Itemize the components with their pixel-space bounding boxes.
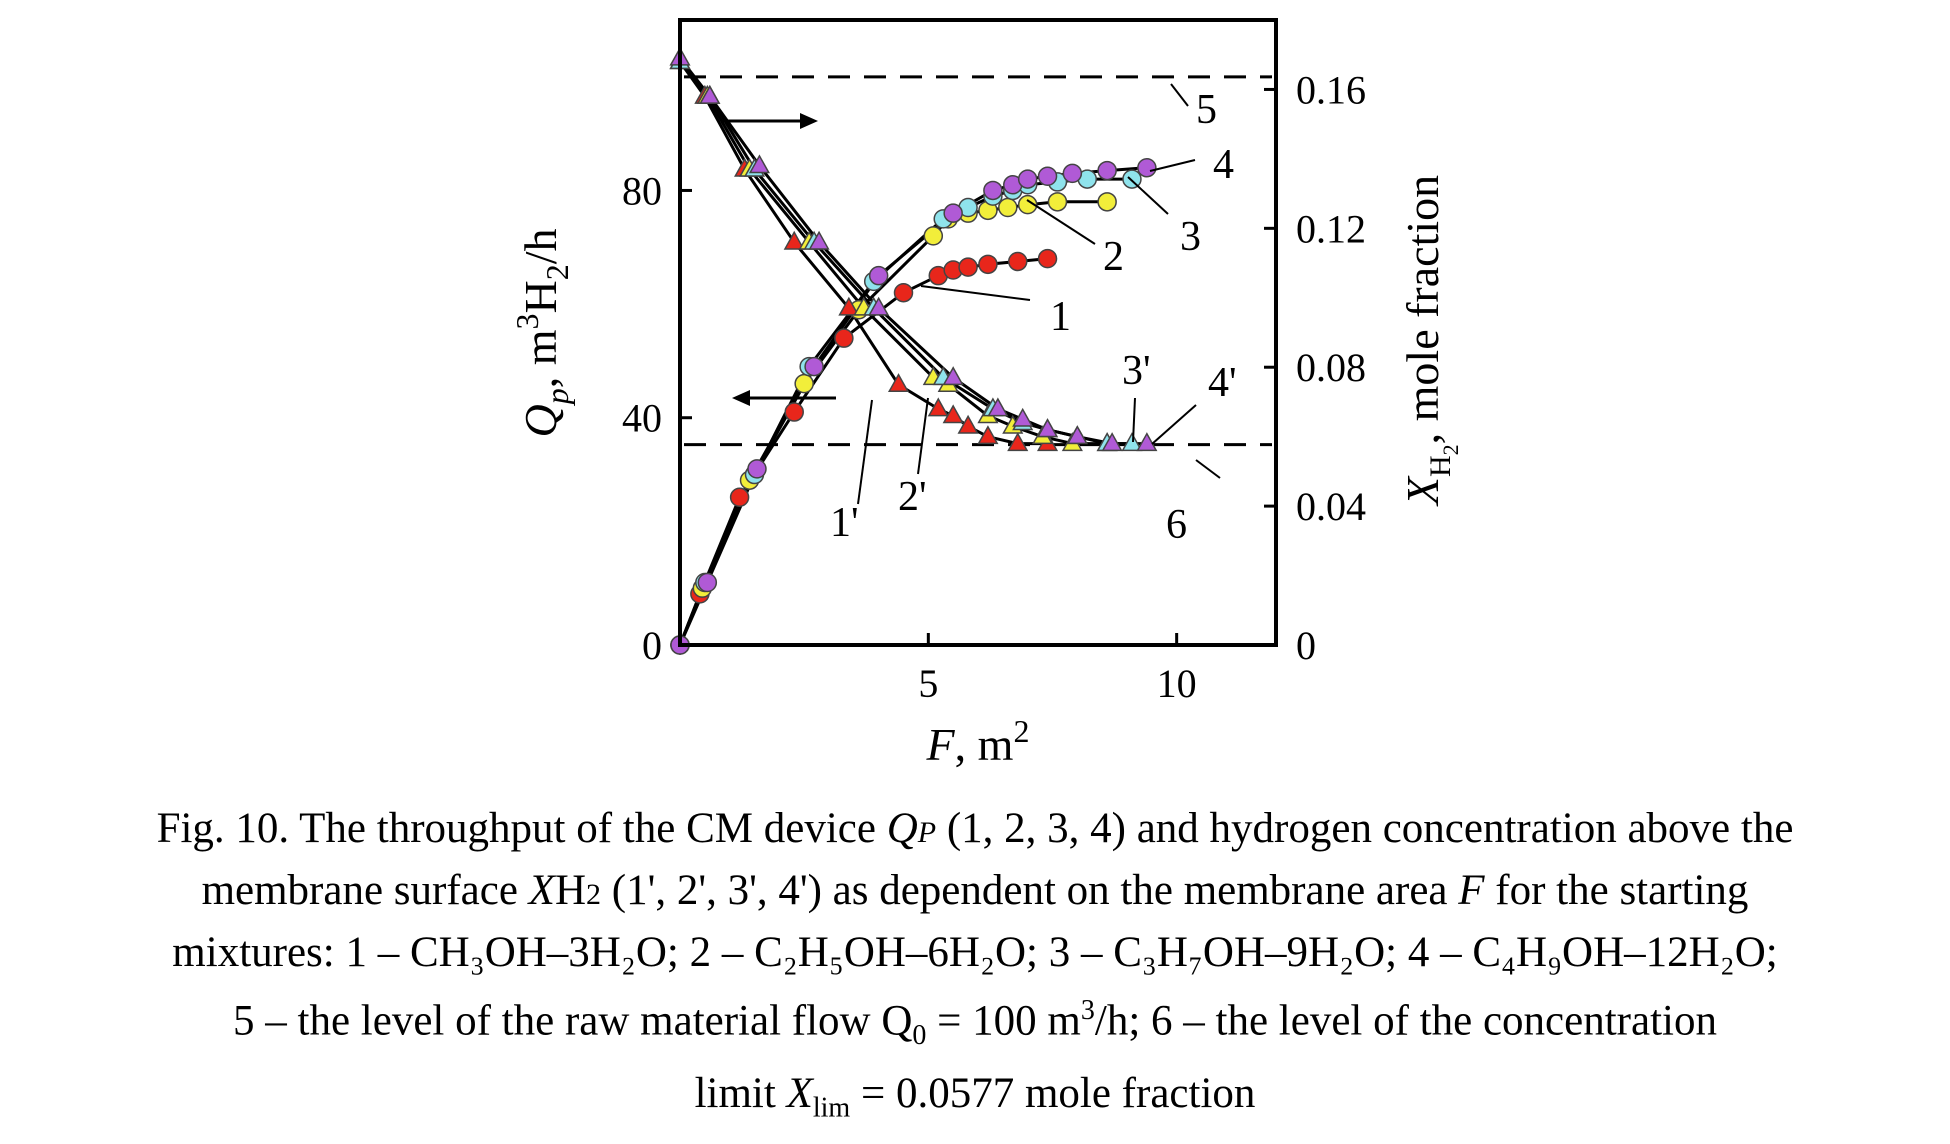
y-left-axis-label: Qp, m3H2/h bbox=[509, 228, 575, 437]
data-point-1' bbox=[977, 425, 999, 445]
data-point-4 bbox=[868, 265, 889, 286]
data-point-4 bbox=[697, 572, 718, 593]
data-point-2 bbox=[794, 373, 814, 394]
series-layer bbox=[669, 46, 1272, 655]
data-point-4' bbox=[1101, 432, 1123, 452]
label-6: 6 bbox=[1166, 502, 1187, 548]
data-point-1' bbox=[783, 230, 805, 250]
data-point-1' bbox=[957, 414, 979, 434]
y-left-tick-label: 0 bbox=[642, 623, 662, 668]
label-4-prime: 4' bbox=[1208, 360, 1237, 406]
label-3: 3 bbox=[1180, 214, 1201, 260]
y-right-axis: 0 0.04 0.08 0.12 0.16 bbox=[1264, 67, 1366, 668]
y-right-tick-label: 0.08 bbox=[1296, 345, 1366, 390]
chart-figure: 5 10 0 40 80 0 0.04 0.08 0.12 0.16 5 4 3 2 1 1'… bbox=[509, 18, 1463, 770]
data-point-2 bbox=[1017, 194, 1038, 215]
y-right-axis-label: XH2, mole fraction bbox=[1397, 175, 1463, 507]
series-line-2 bbox=[678, 200, 1108, 646]
arrow-left-axis bbox=[732, 390, 836, 406]
label-1-prime: 1' bbox=[830, 500, 859, 546]
data-point-4 bbox=[943, 203, 963, 223]
x-axis-label: F, m2 bbox=[926, 713, 1030, 770]
y-right-tick-label: 0 bbox=[1296, 623, 1316, 668]
y-right-tick-label: 0.04 bbox=[1296, 484, 1366, 529]
data-point-4 bbox=[1062, 163, 1083, 184]
data-point-2 bbox=[1097, 192, 1117, 212]
data-point-4 bbox=[804, 356, 824, 377]
data-point-4' bbox=[699, 84, 721, 104]
data-point-4' bbox=[1066, 425, 1088, 445]
caption-line-5: limit Xlim = 0.0577 mole fraction bbox=[694, 1069, 1256, 1124]
data-point-2 bbox=[923, 226, 944, 246]
label-5: 5 bbox=[1196, 87, 1217, 133]
data-point-4' bbox=[868, 296, 890, 316]
y-right-tick-label: 0.12 bbox=[1296, 206, 1366, 251]
data-point-4' bbox=[1136, 432, 1158, 452]
arrow-right-axis bbox=[722, 113, 818, 129]
data-point-4 bbox=[1137, 157, 1157, 178]
y-left-tick-label: 80 bbox=[622, 168, 662, 213]
series-line-4 bbox=[678, 166, 1148, 646]
data-point-1 bbox=[958, 257, 978, 277]
data-point-4' bbox=[1012, 407, 1034, 427]
data-point-3' bbox=[1121, 432, 1143, 452]
series-line-4' bbox=[678, 57, 1147, 446]
series-line-1' bbox=[678, 60, 1048, 446]
data-point-4' bbox=[748, 154, 771, 174]
data-point-1' bbox=[887, 373, 910, 393]
data-point-1' bbox=[942, 404, 964, 424]
label-leaders bbox=[857, 83, 1221, 505]
curve-labels: 5 4 3 2 1 1' 2' 3' 4' 6 bbox=[830, 87, 1237, 548]
y-left-axis: 0 40 80 bbox=[622, 168, 692, 668]
data-point-1 bbox=[784, 402, 804, 422]
caption-line-4: 5 – the level of the raw material flow Q… bbox=[233, 995, 1717, 1051]
data-point-4 bbox=[1097, 160, 1117, 181]
data-point-4 bbox=[1037, 166, 1058, 186]
data-point-4 bbox=[983, 180, 1003, 201]
y-left-tick-label: 40 bbox=[622, 396, 662, 441]
data-point-4 bbox=[747, 459, 767, 479]
data-point-4' bbox=[1036, 418, 1059, 438]
plot-frame bbox=[678, 18, 1278, 647]
data-point-1 bbox=[978, 254, 998, 275]
data-point-1 bbox=[893, 282, 914, 303]
data-point-2 bbox=[1047, 192, 1068, 212]
data-point-2 bbox=[998, 197, 1018, 218]
label-3-prime: 3' bbox=[1122, 348, 1151, 394]
data-point-1 bbox=[729, 487, 750, 508]
caption-line-1: Fig. 10. The throughput of the CM device… bbox=[156, 805, 1794, 852]
label-1: 1 bbox=[1050, 294, 1071, 340]
label-2: 2 bbox=[1103, 234, 1124, 280]
figure-caption: Fig. 10. The throughput of the CM device… bbox=[0, 800, 1950, 1138]
data-point-4' bbox=[942, 366, 964, 386]
data-point-4 bbox=[1017, 169, 1038, 189]
data-point-1' bbox=[838, 296, 860, 316]
x-axis: 5 10 bbox=[918, 633, 1197, 706]
x-tick-label: 5 bbox=[918, 661, 938, 706]
y-right-tick-label: 0.16 bbox=[1296, 67, 1366, 112]
caption-line-2: membrane surface XH2 (1', 2', 3', 4') as… bbox=[201, 867, 1749, 914]
data-point-1 bbox=[1037, 248, 1058, 269]
label-4: 4 bbox=[1213, 142, 1234, 188]
data-point-1 bbox=[1007, 251, 1028, 272]
data-point-4' bbox=[987, 397, 1009, 417]
series-line-3 bbox=[678, 177, 1132, 646]
x-tick-label: 10 bbox=[1157, 661, 1197, 706]
data-point-1 bbox=[834, 328, 854, 348]
data-point-1' bbox=[927, 397, 949, 417]
label-2-prime: 2' bbox=[898, 474, 927, 520]
data-point-4' bbox=[808, 230, 830, 250]
caption-line-3: mixtures: 1 – CH₃OH–3H₂O; 2 – C₂H₅OH–6H₂… bbox=[172, 929, 1778, 976]
data-point-1' bbox=[1007, 432, 1029, 452]
